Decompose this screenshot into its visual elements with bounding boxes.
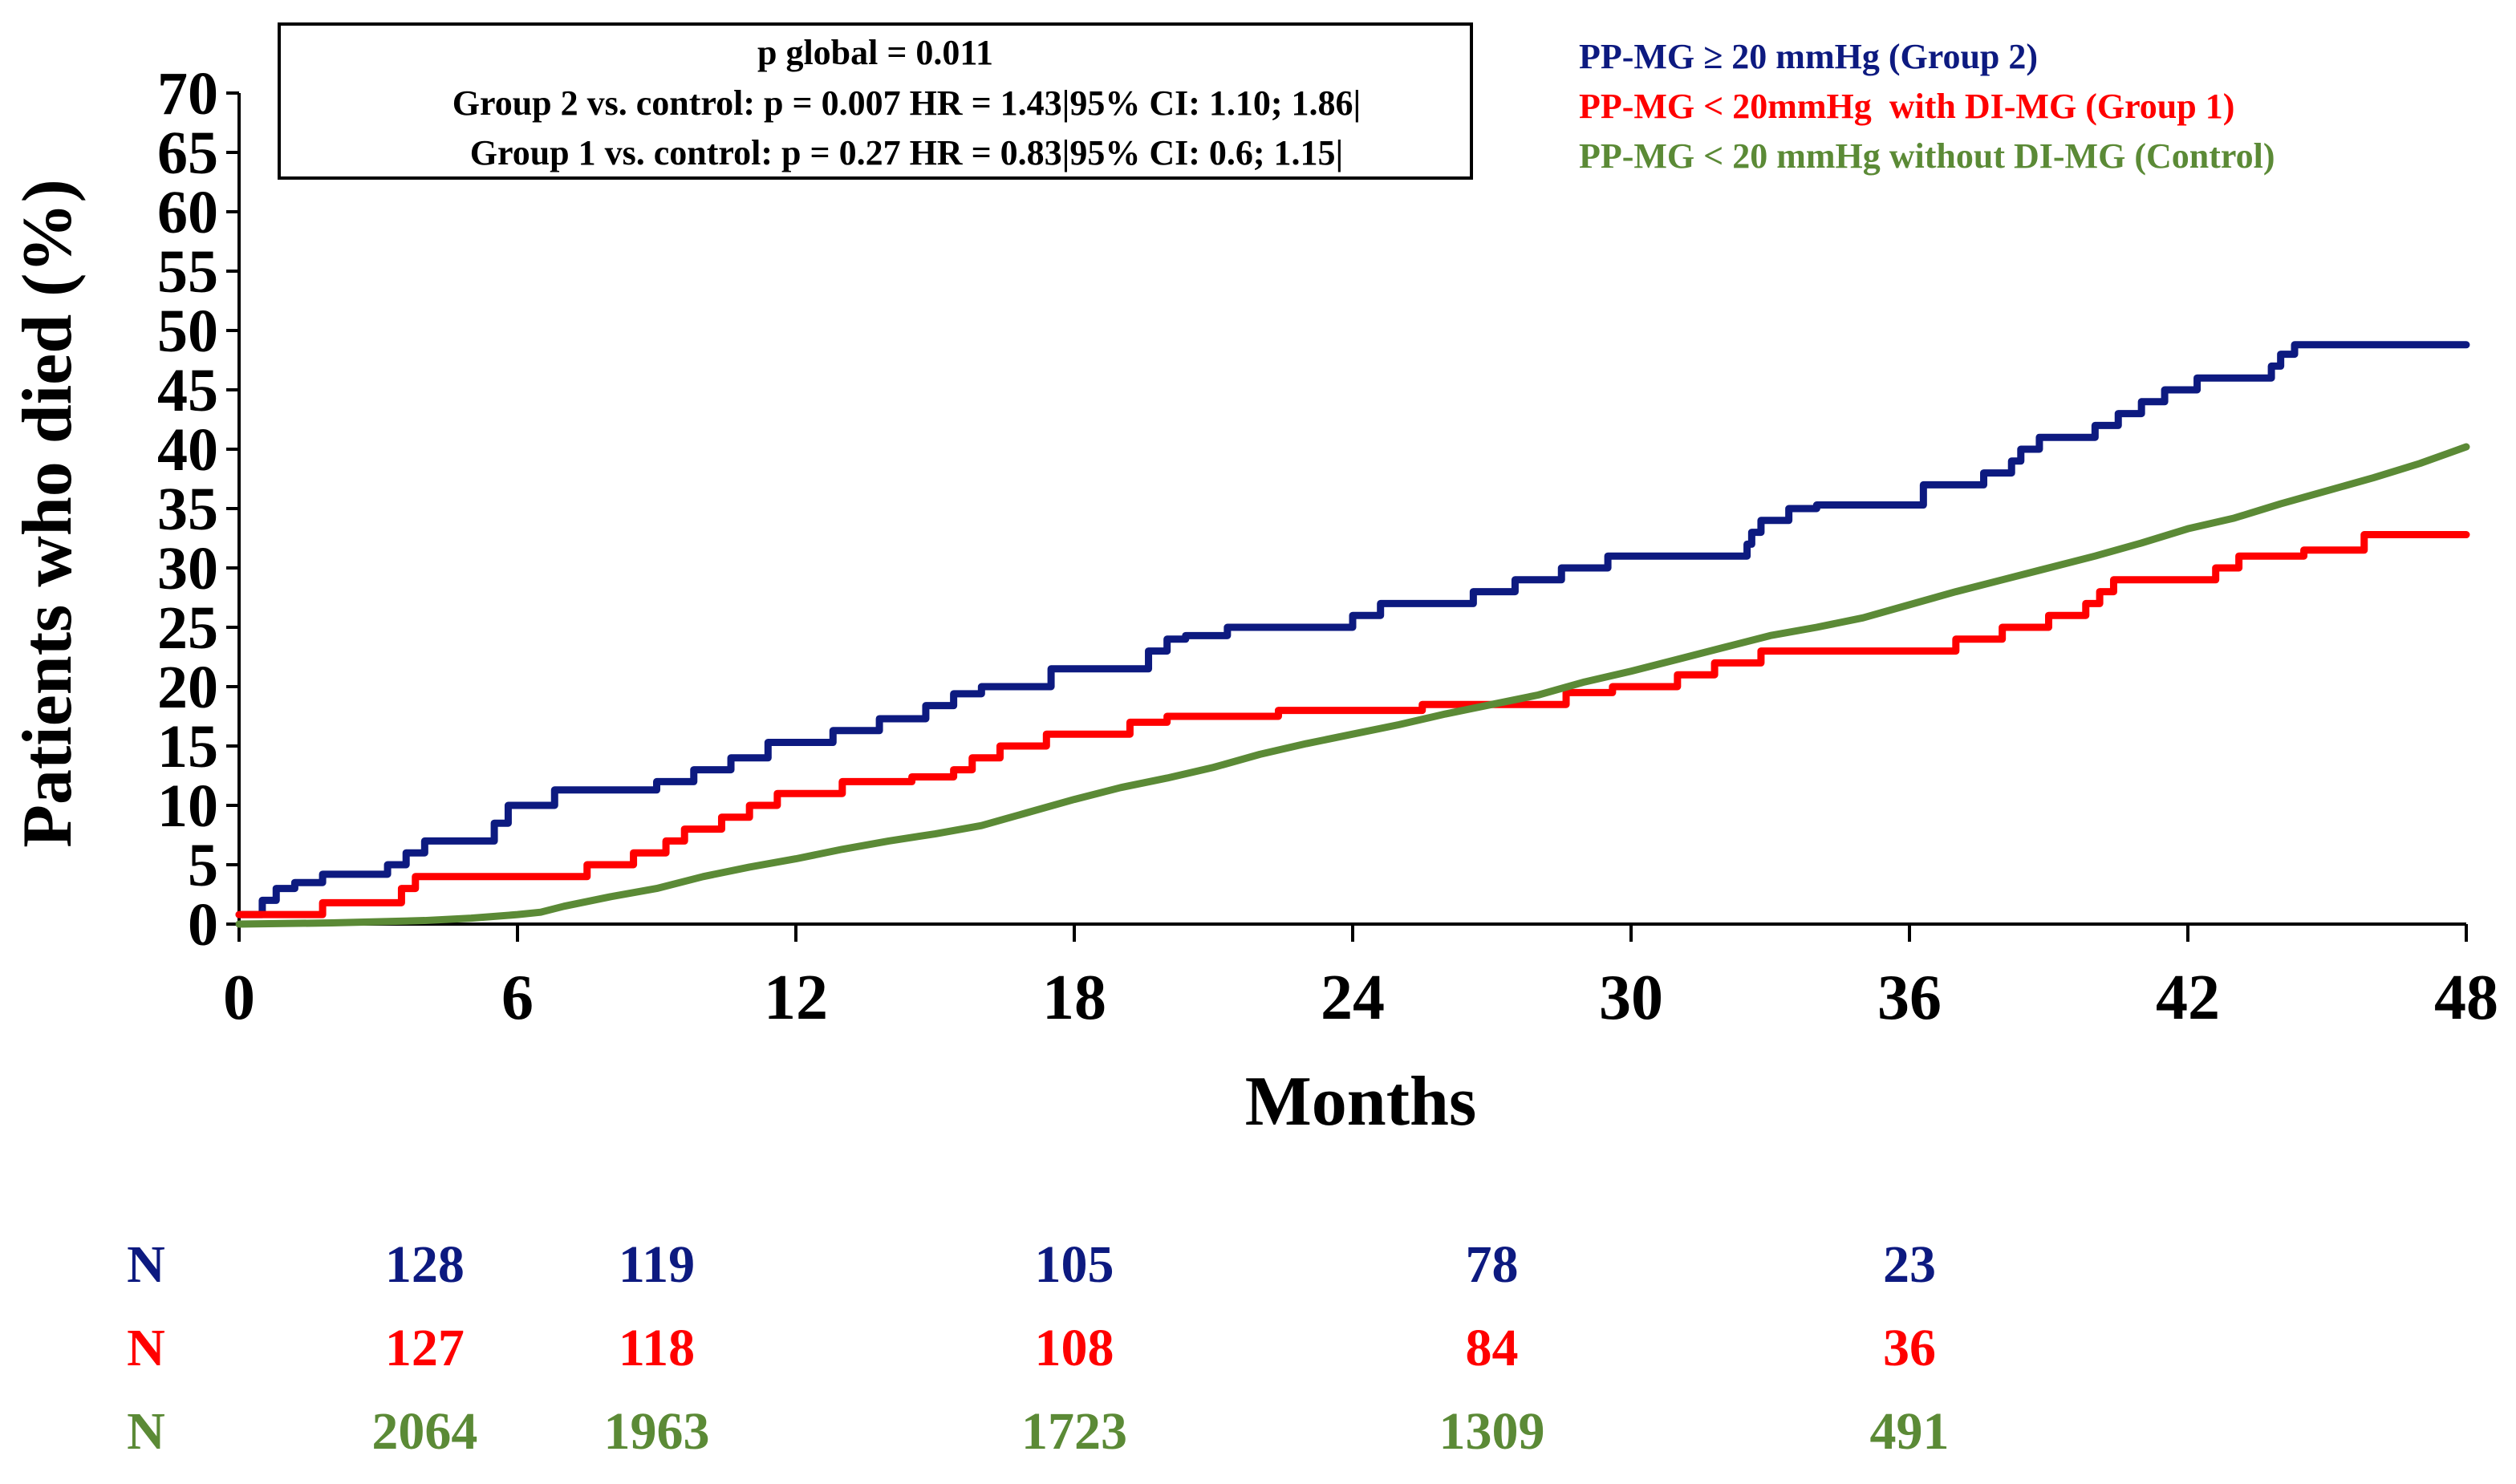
legend: PP-MG ≥ 20 mmHg (Group 2) PP-MG < 20mmHg…	[1579, 37, 2275, 176]
risk-value-group2-0: 128	[385, 1235, 465, 1294]
stats-box: p global = 0.011 Group 2 vs. control: p …	[278, 22, 1473, 180]
risk-value-group1-4: 36	[1883, 1319, 1936, 1377]
y-tick-label-50: 50	[157, 298, 218, 365]
y-tick-label-20: 20	[157, 654, 218, 721]
risk-value-control-4: 491	[1870, 1402, 1950, 1461]
risk-row-label-group1: N	[127, 1319, 165, 1377]
x-tick-label-6: 6	[501, 963, 534, 1033]
y-tick-label-5: 5	[188, 832, 218, 899]
x-tick-label-30: 30	[1599, 963, 1663, 1033]
y-tick-label-70: 70	[157, 60, 218, 128]
legend-entry-group1: PP-MG < 20mmHg with DI-MG (Group 1)	[1579, 87, 2234, 126]
risk-row-label-control: N	[127, 1402, 165, 1461]
y-tick-label-40: 40	[157, 416, 218, 484]
risk-value-control-0: 2064	[371, 1402, 477, 1461]
x-tick-label-12: 12	[764, 963, 828, 1033]
risk-row-label-group2: N	[127, 1235, 165, 1294]
series-line-control	[235, 443, 2470, 928]
legend-entry-control: PP-MG < 20 mmHg without DI-MG (Control)	[1579, 136, 2275, 176]
y-tick-label-35: 35	[157, 476, 218, 543]
y-tick-label-60: 60	[157, 179, 218, 246]
y-tick-label-0: 0	[188, 891, 218, 959]
risk-value-group2-3: 78	[1466, 1235, 1519, 1294]
x-tick-label-36: 36	[1877, 963, 1942, 1033]
risk-value-group1-1: 118	[619, 1319, 695, 1377]
x-tick-label-0: 0	[223, 963, 255, 1033]
risk-value-control-3: 1309	[1439, 1402, 1545, 1461]
stats-line-group1: Group 1 vs. control: p = 0.27 HR = 0.83|…	[470, 133, 1343, 172]
risk-table: N 128 119 105 78 23 N 127 118 108 84 36 N 2064 1963 172…	[127, 1235, 1949, 1461]
risk-value-group2-1: 119	[619, 1235, 695, 1294]
y-tick-label-45: 45	[157, 357, 218, 424]
y-tick-label-10: 10	[157, 772, 218, 840]
series-line-group1	[235, 531, 2470, 918]
y-axis-title: Patients who died (%)	[9, 179, 87, 848]
x-tick-label-24: 24	[1321, 963, 1385, 1033]
stats-line-group2: Group 2 vs. control: p = 0.007 HR = 1.43…	[452, 83, 1361, 123]
y-tick-label-55: 55	[157, 238, 218, 306]
legend-entry-group2: PP-MG ≥ 20 mmHg (Group 2)	[1579, 37, 2038, 76]
x-tick-label-42: 42	[2156, 963, 2220, 1033]
risk-value-group1-0: 127	[385, 1319, 465, 1377]
x-tick-label-48: 48	[2434, 963, 2498, 1033]
risk-value-group1-2: 108	[1035, 1319, 1114, 1377]
x-tick-label-18: 18	[1042, 963, 1106, 1033]
risk-value-group2-4: 23	[1883, 1235, 1936, 1294]
risk-value-control-1: 1963	[604, 1402, 710, 1461]
x-ticks: 0 6 12 18 24 30 36 42 48	[223, 924, 2498, 1033]
y-tick-label-30: 30	[157, 535, 218, 602]
series-layer	[235, 341, 2470, 928]
risk-value-group2-2: 105	[1035, 1235, 1114, 1294]
y-tick-label-25: 25	[157, 594, 218, 662]
risk-value-group1-3: 84	[1466, 1319, 1519, 1377]
risk-value-control-2: 1723	[1021, 1402, 1127, 1461]
stats-line-global: p global = 0.011	[757, 33, 993, 72]
x-axis-title: Months	[1245, 1063, 1477, 1141]
stats-box-frame	[278, 22, 1473, 180]
series-line-group2	[235, 341, 2470, 918]
y-tick-label-15: 15	[157, 713, 218, 781]
y-tick-label-65: 65	[157, 120, 218, 187]
